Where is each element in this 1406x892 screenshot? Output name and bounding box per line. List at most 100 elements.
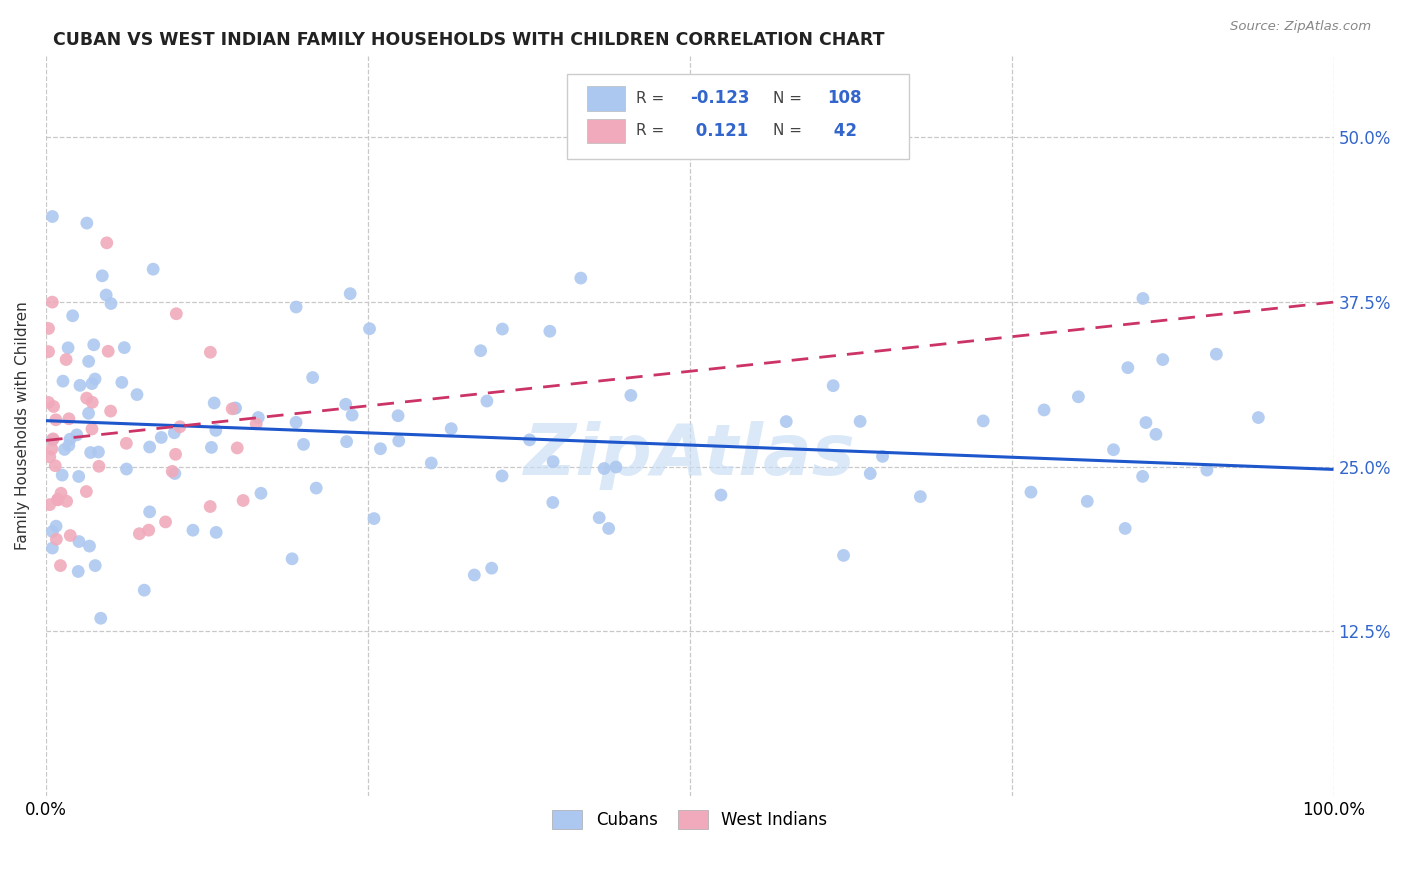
Text: -0.123: -0.123 [690,89,749,107]
Point [41,442,63,456]
Point [96,235,118,250]
Point [245,417,267,431]
Point [605,460,627,475]
Point [598,521,620,535]
Point [204,424,226,438]
Point [41,541,63,555]
Point [82,395,104,409]
Point [115,462,138,476]
Point [84,558,107,573]
Point [710,488,733,502]
Legend: Cubans, West Indians: Cubans, West Indians [546,804,834,836]
Point [96,288,118,302]
Point [225,401,247,415]
Point [69,378,91,392]
Point [138,505,160,519]
Text: ZipAtlas: ZipAtlas [524,421,856,490]
Point [541,495,564,509]
Point [1152,352,1174,367]
Point [620,388,643,402]
Point [42,432,65,446]
Point [75,484,97,499]
Point [569,271,592,285]
Point [285,415,308,429]
Point [155,515,177,529]
Point [112,341,135,355]
Point [44,458,66,473]
Point [200,441,222,455]
Point [163,467,186,481]
Point [45,413,67,427]
Point [49,558,72,573]
Point [202,396,225,410]
Point [340,408,363,422]
Text: R =: R = [636,91,669,105]
FancyBboxPatch shape [568,74,908,159]
Point [339,286,361,301]
Point [46,492,69,507]
Point [1076,494,1098,508]
Point [463,568,485,582]
FancyBboxPatch shape [586,119,626,144]
Point [90,611,112,625]
FancyBboxPatch shape [586,87,626,111]
Point [138,440,160,454]
Point [38,321,60,335]
Point [83,338,105,352]
Point [100,404,122,418]
Point [138,523,160,537]
Point [336,434,359,449]
Point [1116,360,1139,375]
Point [45,519,67,533]
Point [150,430,173,444]
Point [519,433,541,447]
Point [221,401,243,416]
Point [162,464,184,478]
Point [52,374,75,388]
Point [41,433,63,447]
Text: N =: N = [773,123,807,138]
Point [125,387,148,401]
Point [42,400,65,414]
Text: CUBAN VS WEST INDIAN FAMILY HOUSEHOLDS WITH CHILDREN CORRELATION CHART: CUBAN VS WEST INDIAN FAMILY HOUSEHOLDS W… [53,31,884,49]
Text: 0.121: 0.121 [690,121,748,140]
Y-axis label: Family Households with Children: Family Households with Children [15,301,30,550]
Point [163,425,186,440]
Point [67,469,90,483]
Point [55,494,77,508]
Point [198,500,221,514]
Point [588,510,610,524]
Point [91,268,114,283]
Text: N =: N = [773,91,807,105]
Point [388,434,411,448]
Point [169,419,191,434]
Point [38,498,60,512]
Point [100,296,122,310]
Point [41,210,63,224]
Point [38,395,60,409]
Point [1247,410,1270,425]
Point [481,561,503,575]
Point [232,493,254,508]
Point [66,428,89,442]
Point [97,344,120,359]
Point [79,445,101,459]
Point [62,309,84,323]
Point [281,551,304,566]
Point [1067,390,1090,404]
Point [910,490,932,504]
Point [111,376,134,390]
Point [470,343,492,358]
Point [491,469,513,483]
Point [58,411,80,425]
Point [440,422,463,436]
Point [359,322,381,336]
Point [84,372,107,386]
Point [134,583,156,598]
Point [475,394,498,409]
Point [247,410,270,425]
Point [80,422,103,436]
Point [38,344,60,359]
Point [292,437,315,451]
Point [1132,292,1154,306]
